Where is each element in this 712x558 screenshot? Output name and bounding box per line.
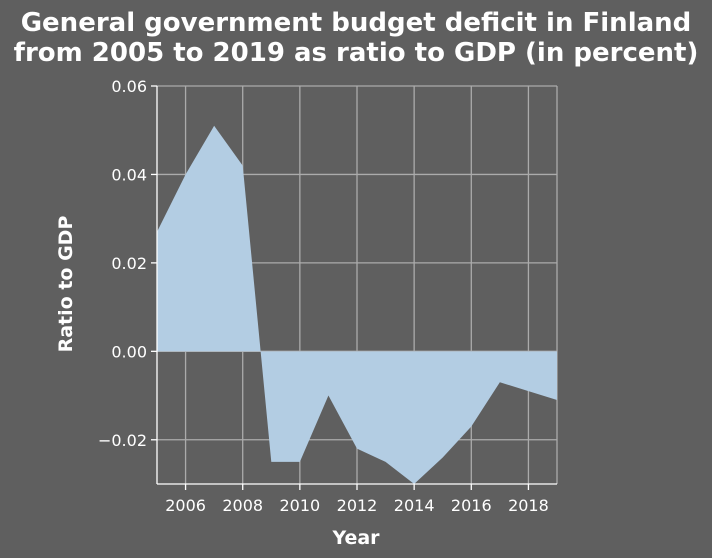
x-tick-label: 2012 xyxy=(337,496,378,515)
series-area xyxy=(157,125,557,485)
x-tick-label: 2018 xyxy=(508,496,549,515)
y-tick-label: −0.02 xyxy=(98,431,147,450)
x-tick-label: 2006 xyxy=(165,496,206,515)
chart-title-line-1: General government budget deficit in Fin… xyxy=(21,8,692,38)
x-tick-label: 2008 xyxy=(222,496,263,515)
y-tick-label: 0.02 xyxy=(111,254,147,273)
x-axis-label: Year xyxy=(331,527,380,549)
y-tick-label: 0.06 xyxy=(111,77,147,96)
y-tick-label: 0.00 xyxy=(111,342,147,361)
x-tick-label: 2014 xyxy=(394,496,435,515)
x-axis-ticks: 2006 2008 2010 2012 2014 2016 2018 xyxy=(165,484,549,515)
chart-title-line-2: from 2005 to 2019 as ratio to GDP (in pe… xyxy=(14,38,699,68)
y-tick-label: 0.04 xyxy=(111,165,147,184)
y-axis-label: Ratio to GDP xyxy=(55,216,77,353)
y-axis-ticks: −0.02 0.00 0.02 0.04 0.06 xyxy=(98,77,157,450)
x-tick-label: 2016 xyxy=(451,496,492,515)
x-tick-label: 2010 xyxy=(279,496,320,515)
